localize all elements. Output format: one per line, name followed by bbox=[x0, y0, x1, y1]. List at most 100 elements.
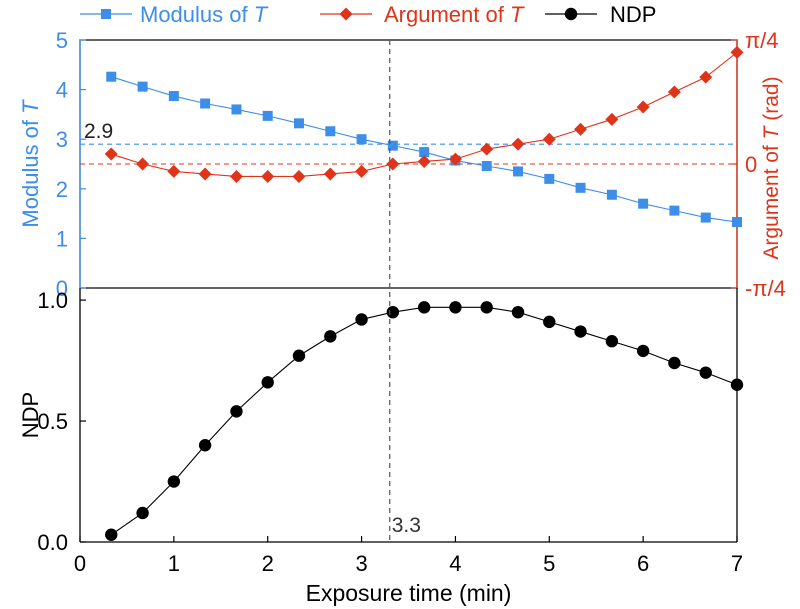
ndp-point bbox=[198, 439, 212, 452]
legend-label-text: Argument of bbox=[384, 2, 510, 27]
argument-point bbox=[667, 85, 681, 99]
modulus-point bbox=[325, 126, 336, 137]
modulus-point bbox=[356, 134, 367, 145]
ndp-point bbox=[699, 366, 712, 379]
modulus-point bbox=[638, 198, 649, 209]
right-y-axis-title-text: Argument of bbox=[760, 139, 783, 259]
reference-line-label: 2.9 bbox=[84, 120, 113, 143]
ndp-point bbox=[449, 301, 462, 314]
x-tick-label: 7 bbox=[731, 551, 743, 576]
argument-point bbox=[636, 100, 650, 114]
legend-item: NDP bbox=[545, 2, 656, 27]
right-y-axis-title-italic: T bbox=[760, 124, 783, 139]
legend-label: Argument of T bbox=[384, 2, 525, 27]
right-y-tick-label: -π/4 bbox=[745, 276, 786, 301]
modulus-point bbox=[700, 212, 711, 223]
ndp-point bbox=[324, 330, 337, 343]
left-y-tick-label: 2 bbox=[56, 177, 68, 202]
argument-point bbox=[480, 142, 494, 156]
x-tick-label: 3 bbox=[355, 551, 367, 576]
legend-label: NDP bbox=[610, 2, 656, 27]
ndp-series-line bbox=[110, 306, 738, 536]
argument-point bbox=[448, 152, 462, 166]
ndp-point bbox=[574, 325, 587, 338]
legend: Modulus of T Argument of T NDP bbox=[80, 2, 656, 27]
right-y-tick-label: 0 bbox=[745, 152, 757, 177]
argument-point bbox=[386, 157, 400, 171]
x-tick-label: 1 bbox=[168, 551, 180, 576]
argument-point bbox=[574, 122, 588, 136]
modulus-point bbox=[513, 166, 524, 177]
modulus-point bbox=[168, 91, 179, 102]
left-y-tick-label: 4 bbox=[56, 78, 68, 103]
left-y-axis-title: Modulus of T bbox=[18, 99, 43, 228]
ndp-point bbox=[386, 305, 400, 319]
argument-point bbox=[167, 164, 181, 178]
modulus-point bbox=[481, 160, 492, 171]
ndp-point bbox=[511, 305, 525, 319]
left-y-tick-label: 1 bbox=[56, 226, 68, 251]
bottom-y-tick-label: 0.0 bbox=[37, 530, 68, 555]
right-y-axis-title: Argument of T (rad) bbox=[760, 76, 783, 259]
left-y-axis-title-text: Modulus of bbox=[18, 114, 43, 228]
argument-point bbox=[730, 45, 744, 59]
left-y-tick-label: 0 bbox=[56, 276, 68, 301]
legend-marker bbox=[564, 7, 578, 21]
right-y-axis-title-suffix: (rad) bbox=[760, 76, 783, 126]
ndp-point bbox=[261, 376, 274, 389]
ndp-point bbox=[136, 506, 149, 520]
legend-item: Argument of T bbox=[320, 2, 525, 27]
x-tick-label: 5 bbox=[543, 551, 555, 576]
bottom-y-tick-label: 0.5 bbox=[37, 409, 68, 434]
x-tick-label: 2 bbox=[262, 551, 274, 576]
ndp-point bbox=[605, 335, 619, 348]
ndp-point bbox=[417, 301, 431, 314]
argument-point bbox=[605, 112, 619, 126]
ndp-point bbox=[636, 344, 650, 358]
ndp-point bbox=[292, 349, 306, 362]
ndp-point bbox=[230, 405, 243, 418]
argument-point bbox=[511, 137, 525, 151]
ndp-point bbox=[730, 378, 744, 391]
x-tick-label: 6 bbox=[637, 551, 649, 576]
modulus-point bbox=[606, 189, 617, 200]
legend-item: Modulus of T bbox=[80, 2, 269, 27]
modulus-point bbox=[669, 205, 680, 216]
legend-label: Modulus of T bbox=[140, 2, 269, 27]
legend-marker bbox=[339, 7, 353, 21]
left-y-tick-label: 3 bbox=[56, 127, 68, 152]
vertical-reference-line: 3.3 bbox=[389, 40, 421, 542]
argument-point bbox=[104, 147, 118, 161]
argument-point bbox=[323, 167, 337, 181]
modulus-point bbox=[544, 173, 555, 184]
argument-point bbox=[417, 154, 431, 168]
modulus-point bbox=[262, 110, 273, 121]
modulus-point bbox=[200, 98, 211, 109]
x-tick-label: 0 bbox=[74, 551, 86, 576]
right-y-tick-label: π/4 bbox=[745, 28, 779, 53]
x-tick-label: 4 bbox=[449, 551, 461, 576]
legend-label-text: Modulus of bbox=[140, 2, 254, 27]
ndp-point bbox=[105, 528, 118, 541]
legend-label-text: NDP bbox=[610, 2, 656, 27]
legend-label-italic: T bbox=[254, 2, 269, 27]
left-y-axis-title-italic: T bbox=[18, 99, 43, 114]
argument-point bbox=[542, 132, 556, 146]
bottom-y-axis-title: NDP bbox=[18, 392, 43, 438]
bottom-panel: 0.0 0.5 1.0 0 1 2 3 4 5 6 7 Exposure time (min) NDP bbox=[18, 288, 744, 606]
argument-point bbox=[136, 157, 150, 171]
modulus-point bbox=[231, 104, 242, 115]
modulus-point bbox=[419, 147, 430, 158]
legend-label-italic: T bbox=[510, 2, 525, 27]
argument-point bbox=[229, 169, 243, 183]
argument-point bbox=[261, 169, 275, 183]
ndp-point bbox=[480, 301, 493, 314]
left-y-tick-label: 5 bbox=[56, 28, 68, 53]
ndp-point bbox=[355, 313, 368, 326]
modulus-point bbox=[293, 118, 304, 129]
modulus-point bbox=[106, 71, 117, 82]
modulus-point bbox=[732, 217, 742, 228]
bottom-y-tick-label: 1.0 bbox=[37, 288, 68, 313]
argument-point bbox=[292, 169, 306, 183]
